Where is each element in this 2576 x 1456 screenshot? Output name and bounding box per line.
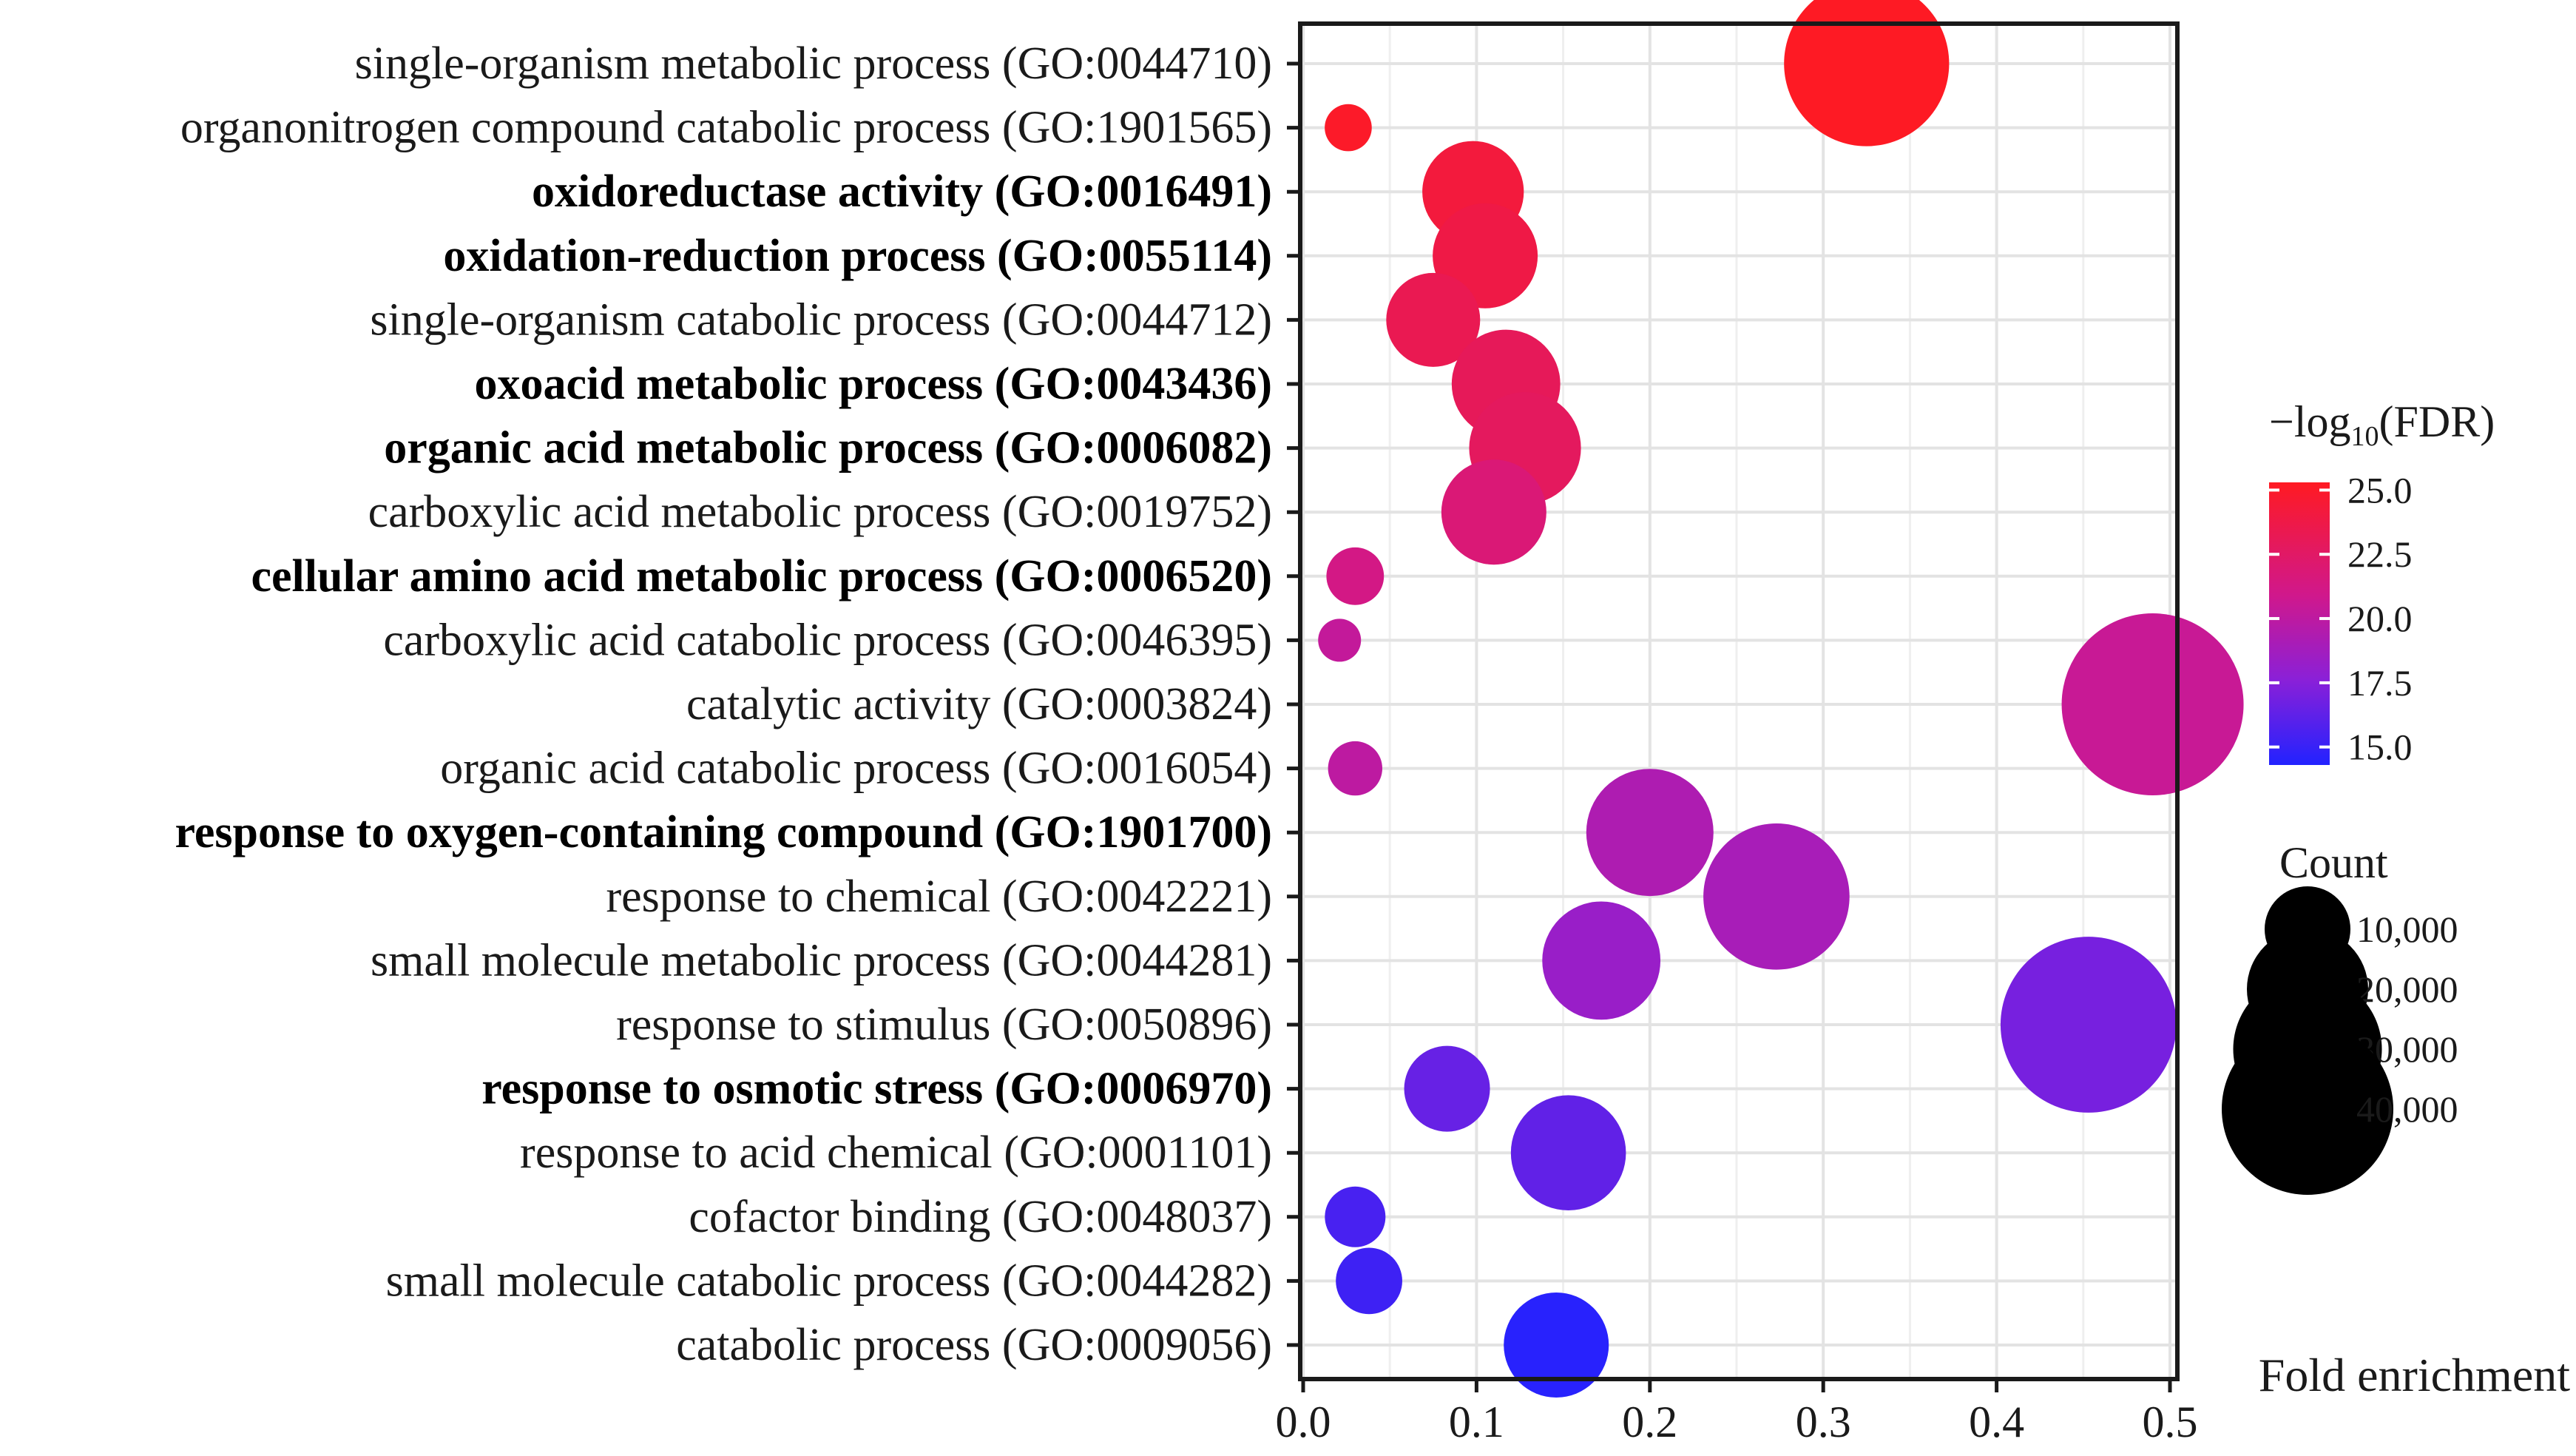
term-label: cellular amino acid metabolic process (G… <box>251 551 1273 601</box>
term-label: cofactor binding (GO:0048037) <box>689 1192 1272 1242</box>
size-legend-label: 40,000 <box>2356 1088 2458 1130</box>
x-tick-label: 0.3 <box>1796 1398 1851 1446</box>
bubble <box>1326 547 1385 605</box>
term-label: carboxylic acid catabolic process (GO:00… <box>383 615 1272 665</box>
colorbar-tick-label: 15.0 <box>2347 727 2413 768</box>
size-legend-title: Count <box>2279 838 2388 887</box>
term-label: oxoacid metabolic process (GO:0043436) <box>474 359 1272 409</box>
plot-panel <box>1298 0 2244 1398</box>
bubble <box>1504 1292 1609 1398</box>
bubble <box>1586 769 1714 897</box>
colorbar-tick-label: 17.5 <box>2347 662 2413 704</box>
colorbar <box>2269 482 2330 765</box>
x-axis-title: Fold enrichment <box>2259 1349 2570 1401</box>
x-tick-label: 0.1 <box>1449 1398 1504 1446</box>
term-label: catalytic activity (GO:0003824) <box>686 679 1272 729</box>
size-legend-label: 20,000 <box>2356 968 2458 1010</box>
term-label: small molecule catabolic process (GO:004… <box>386 1256 1272 1306</box>
bubble <box>1325 1186 1386 1247</box>
x-tick-label: 0.2 <box>1622 1398 1677 1446</box>
bubble <box>1510 1095 1626 1210</box>
bubble <box>2061 613 2244 795</box>
size-legend-label: 10,000 <box>2356 909 2458 950</box>
bubble <box>1703 823 1850 970</box>
term-label: response to osmotic stress (GO:0006970) <box>481 1064 1272 1114</box>
x-tick-label: 0.0 <box>1276 1398 1331 1446</box>
term-label: organic acid catabolic process (GO:00160… <box>440 744 1272 794</box>
color-legend-title-sub: 10 <box>2351 421 2379 452</box>
bubble <box>1784 0 1950 146</box>
term-label: carboxylic acid metabolic process (GO:00… <box>368 487 1272 537</box>
color-legend-title-prefix: −log <box>2269 397 2351 446</box>
size-legend-dot <box>2222 1023 2393 1195</box>
color-legend: −log10(FDR) 25.0 22.5 20.0 17.5 15.0 <box>2269 397 2495 768</box>
colorbar-tick-label: 22.5 <box>2347 533 2413 575</box>
colorbar-ticks: 25.0 22.5 20.0 17.5 15.0 <box>2269 469 2413 768</box>
colorbar-tick-label: 20.0 <box>2347 598 2413 639</box>
plot-background <box>1300 24 2177 1379</box>
term-label: organic acid metabolic process (GO:00060… <box>384 423 1272 473</box>
color-legend-title: −log10(FDR) <box>2269 397 2495 452</box>
x-tick-label: 0.4 <box>1969 1398 2024 1446</box>
term-label: single-organism catabolic process (GO:00… <box>370 294 1272 345</box>
bubble <box>1542 901 1661 1020</box>
bubble <box>2000 937 2177 1113</box>
term-label: response to chemical (GO:0042221) <box>606 872 1272 922</box>
plot-border <box>1298 21 2180 1381</box>
bubble <box>1318 619 1362 662</box>
term-label: response to oxygen-containing compound (… <box>175 807 1273 857</box>
term-label: organonitrogen compound catabolic proces… <box>180 103 1272 153</box>
x-axis: 0.0 0.1 0.2 0.3 0.4 0.5 <box>1276 1379 2198 1446</box>
term-label: small molecule metabolic process (GO:004… <box>371 935 1272 985</box>
term-label: oxidoreductase activity (GO:0016491) <box>532 166 1272 217</box>
bubble <box>1386 272 1481 367</box>
bubble <box>1325 104 1372 152</box>
bubble <box>1404 1045 1490 1132</box>
bubble <box>1336 1247 1402 1315</box>
term-label: oxidation-reduction process (GO:0055114) <box>443 231 1272 281</box>
bubble <box>1441 459 1546 565</box>
term-label: response to acid chemical (GO:0001101) <box>520 1128 1272 1178</box>
term-labels: single-organism metabolic process (GO:00… <box>175 38 1300 1370</box>
term-label: response to stimulus (GO:0050896) <box>616 1000 1272 1050</box>
bubble <box>1328 741 1383 796</box>
term-label: catabolic process (GO:0009056) <box>676 1320 1272 1370</box>
term-label: single-organism metabolic process (GO:00… <box>355 38 1272 89</box>
x-tick-label: 0.5 <box>2143 1398 2198 1446</box>
color-legend-title-suffix: (FDR) <box>2379 397 2495 446</box>
bubbles <box>1318 0 2244 1398</box>
colorbar-tick-label: 25.0 <box>2347 469 2413 510</box>
